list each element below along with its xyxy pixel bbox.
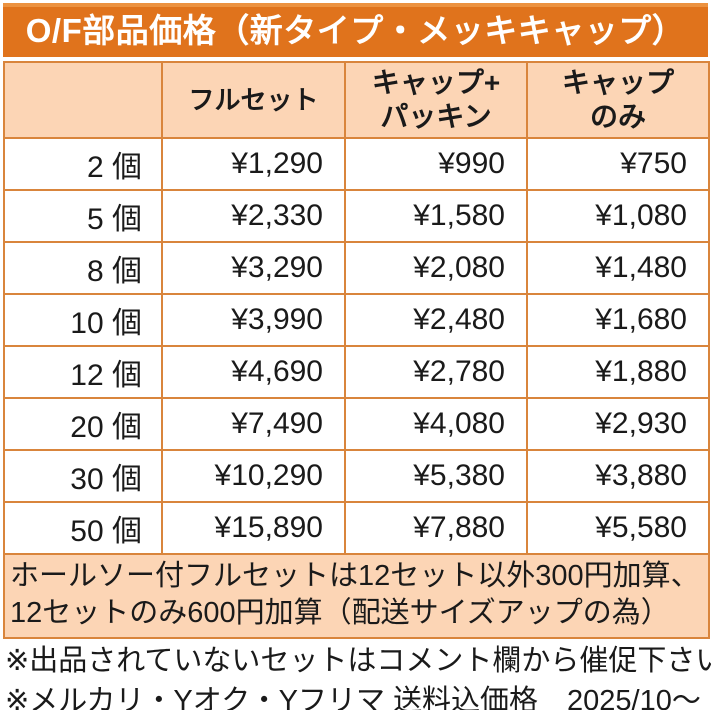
cap-only-price-cell: ¥1,880 <box>526 345 710 399</box>
qty-cell: 5 個 <box>3 189 163 243</box>
remarks: ※出品されていないセットはコメント欄から催促下さい ※メルカリ・Yオク・Yフリマ… <box>3 639 711 710</box>
full-set-price-cell: ¥1,290 <box>161 137 346 191</box>
full-set-price-cell: ¥10,290 <box>161 449 346 503</box>
full-set-price-cell: ¥15,890 <box>161 501 346 555</box>
price-table: フルセット キャップ+ パッキン キャップ のみ 2 個 ¥1,290 ¥990… <box>3 61 710 639</box>
cap-only-price-cell: ¥5,580 <box>526 501 710 555</box>
qty-cell: 12 個 <box>3 345 163 399</box>
full-set-price-cell: ¥2,330 <box>161 189 346 243</box>
table-row: 50 個 ¥15,890 ¥7,880 ¥5,580 <box>3 501 710 555</box>
cap-only-price-cell: ¥750 <box>526 137 710 191</box>
remark-listing-request: ※出品されていないセットはコメント欄から催促下さい <box>5 645 711 677</box>
remark-shipping-price-date: ※メルカリ・Yオク・Yフリマ 送料込価格 2025/10～ <box>5 685 701 710</box>
price-table-header: フルセット キャップ+ パッキン キャップ のみ <box>3 61 710 139</box>
surcharge-note: ホールソー付フルセットは12セット以外300円加算、12セットのみ600円加算（… <box>3 553 710 639</box>
price-table-body: 2 個 ¥1,290 ¥990 ¥750 5 個 ¥2,330 ¥1,580 ¥… <box>3 137 710 555</box>
full-set-price-cell: ¥3,990 <box>161 293 346 347</box>
cap-packing-price-cell: ¥990 <box>344 137 528 191</box>
cap-only-price-cell: ¥3,880 <box>526 449 710 503</box>
price-table-footer: ホールソー付フルセットは12セット以外300円加算、12セットのみ600円加算（… <box>3 553 710 639</box>
cap-packing-price-cell: ¥5,380 <box>344 449 528 503</box>
table-row: 10 個 ¥3,990 ¥2,480 ¥1,680 <box>3 293 710 347</box>
qty-cell: 2 個 <box>3 137 163 191</box>
column-header-full-set: フルセット <box>161 61 346 139</box>
qty-cell: 8 個 <box>3 241 163 295</box>
column-header-cap-packing: キャップ+ パッキン <box>344 61 528 139</box>
header-row: フルセット キャップ+ パッキン キャップ のみ <box>3 61 710 139</box>
cap-only-price-cell: ¥1,080 <box>526 189 710 243</box>
cap-packing-price-cell: ¥2,480 <box>344 293 528 347</box>
cap-only-price-cell: ¥2,930 <box>526 397 710 451</box>
table-row: 8 個 ¥3,290 ¥2,080 ¥1,480 <box>3 241 710 295</box>
column-header-cap-only: キャップ のみ <box>526 61 710 139</box>
cap-packing-price-cell: ¥4,080 <box>344 397 528 451</box>
cap-only-price-cell: ¥1,680 <box>526 293 710 347</box>
cap-only-price-cell: ¥1,480 <box>526 241 710 295</box>
column-header-quantity <box>3 61 163 139</box>
full-set-price-cell: ¥7,490 <box>161 397 346 451</box>
qty-cell: 30 個 <box>3 449 163 503</box>
table-row: 30 個 ¥10,290 ¥5,380 ¥3,880 <box>3 449 710 503</box>
cap-packing-price-cell: ¥7,880 <box>344 501 528 555</box>
page-title: O/F部品価格（新タイプ・メッキキャップ） <box>3 3 708 57</box>
table-row: 20 個 ¥7,490 ¥4,080 ¥2,930 <box>3 397 710 451</box>
cap-packing-price-cell: ¥1,580 <box>344 189 528 243</box>
table-row: 5 個 ¥2,330 ¥1,580 ¥1,080 <box>3 189 710 243</box>
qty-cell: 50 個 <box>3 501 163 555</box>
table-row: 12 個 ¥4,690 ¥2,780 ¥1,880 <box>3 345 710 399</box>
note-row: ホールソー付フルセットは12セット以外300円加算、12セットのみ600円加算（… <box>3 553 710 639</box>
cap-packing-price-cell: ¥2,780 <box>344 345 528 399</box>
qty-cell: 20 個 <box>3 397 163 451</box>
full-set-price-cell: ¥3,290 <box>161 241 346 295</box>
table-row: 2 個 ¥1,290 ¥990 ¥750 <box>3 137 710 191</box>
qty-cell: 10 個 <box>3 293 163 347</box>
cap-packing-price-cell: ¥2,080 <box>344 241 528 295</box>
full-set-price-cell: ¥4,690 <box>161 345 346 399</box>
